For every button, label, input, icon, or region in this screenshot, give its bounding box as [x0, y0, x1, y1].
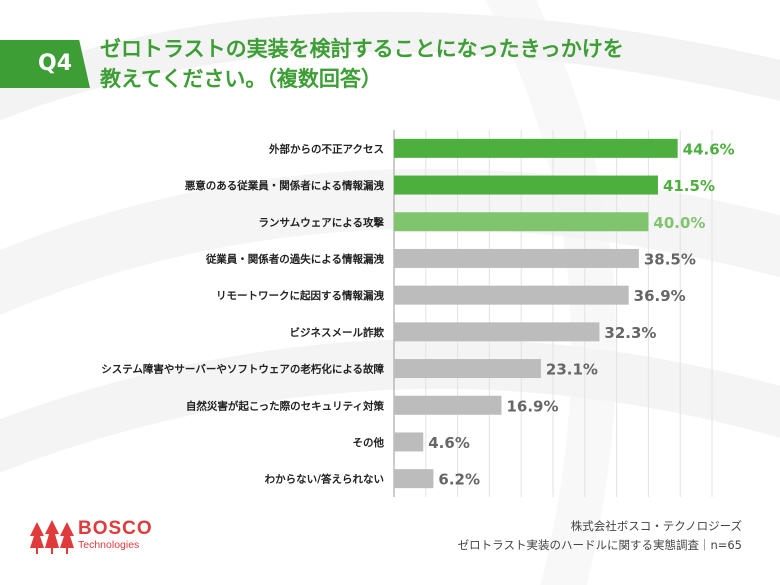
category-label: 自然災害が起こった際のセキュリティ対策 [186, 399, 385, 412]
data-label: 23.1% [546, 361, 598, 379]
data-label: 4.6% [428, 434, 470, 452]
category-label: ランサムウェアによる攻撃 [259, 216, 385, 229]
bar [394, 432, 424, 452]
bar [394, 322, 600, 342]
logo-name: BOSCO [78, 518, 153, 539]
data-label: 6.2% [438, 471, 480, 489]
bar [394, 395, 502, 415]
title-line-2: 教えてください。（複数回答） [100, 67, 382, 91]
bosco-logo: BOSCO Technologies [30, 518, 230, 558]
bar [394, 285, 629, 305]
category-label: ビジネスメール詐欺 [290, 326, 385, 339]
data-label: 44.6% [683, 140, 735, 158]
bar [394, 248, 639, 268]
bar [394, 212, 649, 232]
category-label: 悪意のある従業員・関係者による情報漏洩 [185, 179, 385, 192]
data-label: 38.5% [644, 250, 696, 268]
bar [394, 359, 541, 379]
category-label: 外部からの不正アクセス [268, 142, 384, 155]
data-label: 40.0% [653, 214, 705, 232]
category-label: システム障害やサーバーやソフトウェアの老朽化による故障 [101, 363, 384, 376]
category-label: その他 [353, 436, 385, 449]
data-label: 41.5% [663, 177, 715, 195]
title-line-1: ゼロトラストの実装を検討することになったきっかけを [100, 37, 624, 61]
bar [394, 175, 658, 195]
bar [394, 138, 678, 158]
category-label: リモートワークに起因する情報漏洩 [216, 289, 384, 302]
footer-company: 株式会社ボスコ・テクノロジーズ [570, 519, 742, 533]
bar [394, 469, 434, 489]
footer-survey: ゼロトラスト実装のハードルに関する実態調査｜n=65 [457, 538, 742, 552]
data-label: 16.9% [506, 397, 558, 415]
category-label: 従業員・関係者の過失による情報漏洩 [205, 252, 385, 265]
data-label: 36.9% [634, 287, 686, 305]
logo-subtitle: Technologies [78, 539, 140, 551]
question-number: Q4 [38, 51, 73, 76]
data-label: 32.3% [604, 324, 656, 342]
page-title: ゼロトラストの実装を検討することになったきっかけを 教えてください。（複数回答） [100, 34, 760, 94]
category-label: わからない/答えられない [265, 473, 384, 486]
tree-logo-icon [30, 520, 74, 554]
question-badge: Q4 [0, 40, 90, 88]
